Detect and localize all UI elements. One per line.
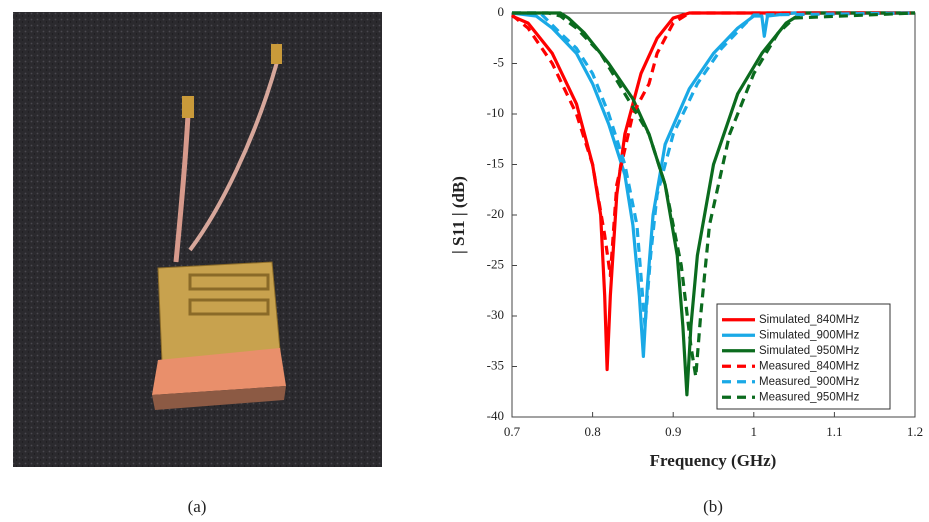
photo	[13, 12, 382, 467]
y-tick-label: -40	[487, 408, 504, 423]
legend-label: Measured_840MHz	[759, 360, 860, 372]
series-line	[511, 11, 915, 358]
legend-label: Simulated_950MHz	[759, 345, 860, 357]
y-tick-label: -20	[487, 206, 504, 221]
series-line	[510, 11, 915, 278]
x-axis-label: Frequency (GHz)	[650, 451, 777, 470]
y-tick-label: -35	[487, 357, 504, 372]
x-tick-label: 0.9	[665, 424, 681, 439]
y-tick-label: -15	[487, 155, 504, 170]
y-tick-label: -30	[487, 307, 504, 322]
series-line	[511, 11, 915, 372]
legend-box	[716, 303, 891, 410]
legend-label: Measured_900MHz	[759, 376, 860, 388]
legend-label: Simulated_840MHz	[759, 314, 860, 326]
y-tick-label: 0	[498, 4, 505, 19]
y-tick-label: -25	[487, 256, 504, 271]
y-axis-label: | S11 | (dB)	[449, 176, 468, 254]
x-tick-label: 0.8	[584, 424, 600, 439]
legend-label: Simulated_900MHz	[759, 329, 860, 341]
y-tick-label: -5	[493, 54, 504, 69]
x-tick-label: 0.7	[504, 424, 521, 439]
caption: (a)	[188, 497, 207, 516]
y-tick-label: -10	[487, 105, 504, 120]
legend-label: Measured_950MHz	[759, 391, 860, 403]
caption: (b)	[703, 497, 723, 516]
series-line	[512, 11, 916, 328]
series-line	[512, 11, 916, 379]
x-tick-label: 1	[751, 424, 758, 439]
series-line	[512, 11, 915, 397]
x-tick-label: 1.2	[907, 424, 923, 439]
x-tick-label: 1.1	[826, 424, 842, 439]
